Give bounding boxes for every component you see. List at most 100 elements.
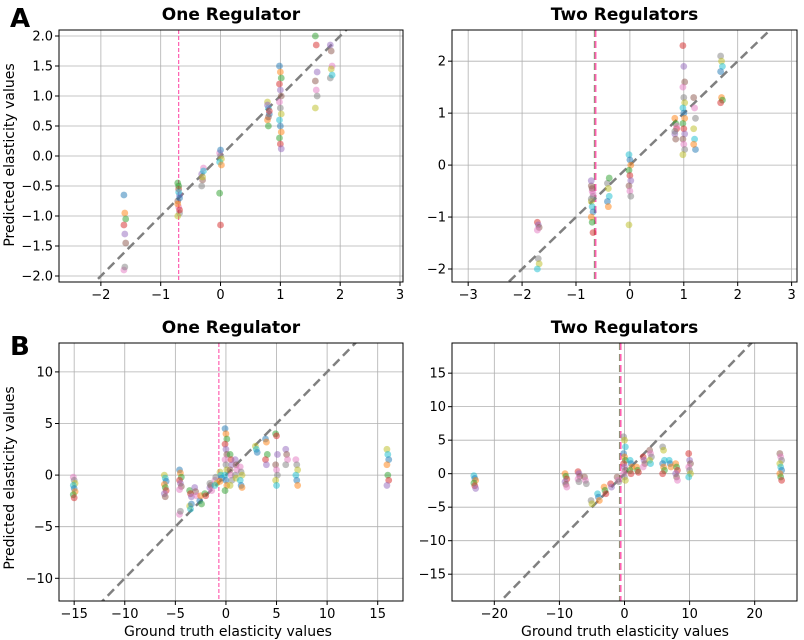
data-point	[311, 104, 319, 112]
y-tick-label: −2.0	[21, 270, 53, 285]
data-point	[681, 130, 689, 138]
x-tick-label: −2	[91, 288, 110, 303]
data-point	[635, 468, 642, 476]
data-point	[276, 68, 284, 76]
data-point	[679, 83, 687, 91]
data-point	[383, 445, 391, 453]
data-point	[615, 478, 623, 486]
data-point	[188, 493, 195, 501]
data-point	[659, 470, 667, 478]
subplot-title: Two Regulators	[551, 318, 699, 338]
x-tick-label: 2	[336, 288, 344, 303]
data-point	[211, 482, 219, 489]
data-point	[660, 446, 667, 454]
data-point	[681, 114, 689, 122]
data-point	[582, 480, 590, 488]
data-point	[602, 490, 610, 498]
data-point	[208, 487, 216, 494]
data-point	[384, 471, 392, 479]
data-point	[276, 122, 284, 130]
x-tick-label: 3	[396, 288, 404, 303]
y-tick-label: 1.0	[32, 90, 53, 105]
data-point	[312, 41, 320, 49]
data-point	[122, 239, 130, 247]
data-point	[276, 62, 283, 70]
data-point	[200, 167, 207, 175]
data-point	[292, 471, 300, 479]
data-point	[121, 263, 129, 271]
data-point	[313, 92, 321, 100]
data-point	[313, 68, 321, 76]
data-point	[327, 47, 335, 55]
data-point	[626, 187, 634, 195]
subplot-A1: −2 −1 0 1 2 3 −2.0 −1.5 −1.0 −0.5 0.0 0.5 1.0 1.5 2.0 O…	[21, 5, 404, 303]
data-point	[589, 229, 597, 237]
data-point	[604, 185, 612, 192]
data-point	[588, 203, 596, 211]
x-tick-label: −1	[566, 288, 585, 303]
y-tick-label: 0	[438, 467, 446, 482]
y-tick-label: 1	[438, 107, 446, 122]
data-point	[226, 466, 234, 474]
data-point	[383, 461, 391, 469]
data-point	[719, 62, 726, 70]
data-point	[276, 86, 284, 94]
data-point	[681, 99, 689, 107]
data-point	[198, 182, 206, 190]
data-point	[222, 461, 230, 469]
data-point	[691, 104, 698, 112]
x-tick-label: −5	[166, 607, 185, 622]
data-point	[311, 77, 319, 85]
subplot-title: One Regulator	[162, 5, 301, 25]
data-point	[383, 482, 391, 489]
data-point	[274, 471, 281, 479]
x-axis-label-right: Ground truth elasticity values	[521, 624, 729, 640]
x-tick-label: −2	[512, 288, 531, 303]
data-point	[587, 177, 595, 185]
data-point	[202, 492, 210, 500]
subplot-title: One Regulator	[162, 318, 301, 338]
axes-frame	[451, 29, 798, 283]
x-tick-label: 10	[319, 607, 336, 622]
data-point	[587, 195, 595, 203]
data-point	[672, 135, 680, 143]
x-tick-label: −20	[481, 607, 508, 622]
data-point	[692, 146, 699, 153]
data-point	[70, 494, 78, 502]
data-point	[174, 200, 182, 208]
data-point	[312, 86, 320, 94]
data-point	[121, 209, 129, 217]
data-point	[188, 500, 195, 508]
data-point	[718, 57, 725, 65]
data-point	[217, 146, 224, 154]
y-axis-label-bottom: Predicted elasticity values	[2, 386, 18, 569]
data-point	[667, 463, 675, 471]
data-point	[253, 448, 261, 456]
data-point	[627, 192, 635, 200]
data-point	[680, 94, 688, 101]
data-point	[680, 109, 688, 117]
data-point	[327, 65, 335, 73]
x-tick-label: 15	[369, 607, 386, 622]
panel-letter-b: B	[10, 332, 30, 362]
data-point	[685, 473, 693, 481]
data-point	[626, 156, 634, 164]
y-tick-label: 0	[45, 469, 53, 484]
data-point	[221, 425, 229, 433]
data-point	[535, 260, 543, 268]
data-point	[277, 145, 285, 153]
data-point	[226, 482, 234, 489]
plot-content	[506, 30, 772, 282]
data-point	[627, 161, 635, 169]
data-point	[282, 461, 290, 469]
data-point	[621, 436, 628, 444]
y-tick-label: −5	[427, 501, 446, 516]
y-tick-label: −2	[427, 263, 446, 278]
data-point	[717, 52, 725, 60]
y-tick-label: −5	[34, 520, 53, 535]
data-point	[236, 476, 244, 484]
data-point	[679, 151, 687, 159]
y-tick-label: −1	[427, 211, 446, 226]
data-point	[690, 140, 698, 148]
data-point	[627, 177, 635, 185]
